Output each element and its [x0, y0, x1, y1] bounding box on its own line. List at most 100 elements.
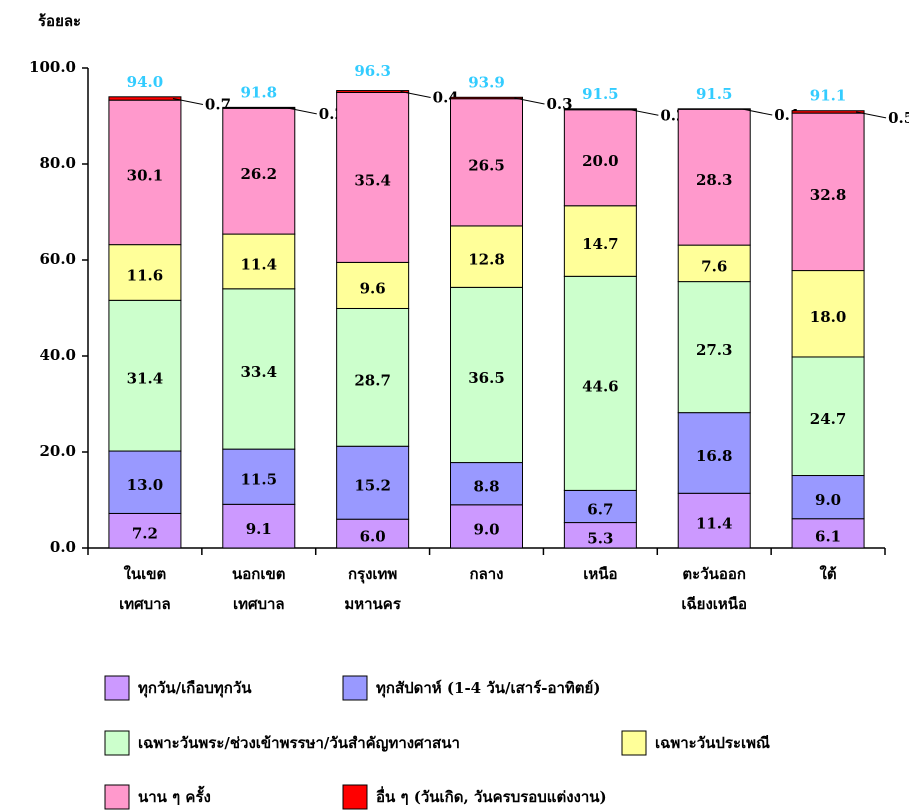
value-label: 24.7	[810, 410, 847, 428]
y-axis-label: ร้อยละ	[38, 12, 81, 30]
value-label: 13.0	[127, 476, 164, 494]
bar-segment	[677, 412, 751, 494]
value-label: 11.6	[127, 266, 164, 284]
total-label: 91.5	[696, 85, 733, 103]
bar-segment	[222, 107, 296, 235]
value-label: 9.6	[360, 279, 386, 297]
value-label: 11.4	[696, 515, 733, 533]
bar-segment	[450, 504, 523, 549]
legend-swatch	[104, 730, 130, 756]
x-tick-label: กรุงเทพมหานคร	[344, 565, 401, 613]
value-label: 36.5	[468, 369, 505, 387]
value-label: 32.8	[810, 186, 847, 204]
total-label: 96.3	[354, 62, 391, 80]
x-tick-label-line: เฉียงเหนือ	[681, 595, 747, 613]
bar-segment	[336, 518, 410, 549]
leader-line	[400, 91, 431, 99]
legend-label: ทุกวัน/เกือบทุกวัน	[138, 679, 252, 698]
bar-segment	[222, 288, 296, 450]
x-tick-label-line: กรุงเทพ	[348, 565, 397, 584]
legend-label: นาน ๆ ครั้ง	[138, 785, 211, 806]
value-label: 33.4	[241, 363, 278, 381]
value-label: 28.3	[696, 171, 733, 189]
value-label: 7.6	[701, 257, 727, 275]
x-tick-label-line: ในเขต	[124, 565, 167, 583]
x-tick-label: เหนือ	[583, 565, 617, 583]
bar-segment	[108, 512, 182, 549]
legend-label: เฉพาะวันประเพณี	[655, 734, 770, 752]
value-label: 44.6	[582, 377, 619, 395]
value-label: 12.8	[468, 251, 505, 269]
bar-segment	[336, 91, 410, 263]
bar-segment	[336, 261, 410, 309]
y-tick-label: 0.0	[50, 538, 76, 556]
value-label: 26.2	[241, 165, 278, 183]
bar-segment	[450, 98, 523, 227]
bar-segment	[791, 475, 865, 520]
bar-segment	[222, 503, 296, 549]
value-label: 9.1	[246, 520, 272, 538]
value-label: 6.7	[587, 500, 613, 518]
bar-segment	[222, 106, 296, 109]
total-label: 94.0	[127, 73, 164, 91]
legend-swatch	[342, 675, 368, 701]
x-tick-label-line: ตะวันออก	[682, 565, 746, 583]
value-label: 30.1	[127, 166, 164, 184]
value-label: 9.0	[473, 520, 499, 538]
bar-segment	[563, 108, 637, 111]
y-tick-label: 20.0	[39, 442, 76, 460]
bar-segment	[108, 244, 182, 301]
bar-segment	[791, 356, 865, 477]
legend-swatch	[621, 730, 647, 756]
x-tick-label: ในเขตเทศบาล	[119, 565, 171, 613]
value-label: 11.5	[241, 471, 278, 489]
total-label: 91.8	[241, 83, 278, 101]
total-label: 91.1	[810, 87, 847, 105]
leader-line	[286, 107, 317, 115]
value-label: 5.3	[587, 529, 613, 547]
value-label: 11.4	[241, 255, 278, 273]
total-label: 91.5	[582, 85, 619, 103]
bar-segment	[108, 96, 182, 101]
y-tick-label: 100.0	[29, 58, 76, 76]
x-tick-label-line: กลาง	[469, 565, 503, 583]
bar-segment	[677, 492, 751, 549]
x-tick-label-line: ใต้	[820, 565, 837, 583]
legend-swatch	[342, 784, 368, 810]
value-label: 14.7	[582, 235, 619, 253]
x-tick-label-line: มหานคร	[344, 595, 401, 613]
bar-segment	[108, 450, 182, 514]
bar-segment	[791, 112, 865, 272]
bar-segment	[450, 96, 523, 100]
legend-swatch	[104, 784, 130, 810]
bar-segment	[336, 90, 410, 93]
x-tick-label: กลาง	[469, 565, 503, 583]
legend-label: เฉพาะวันพระ/ช่วงเข้าพรรษา/วันสำคัญทางศาส…	[138, 734, 460, 752]
legend-label: ทุกสัปดาห์ (1-4 วัน/เสาร์-อาทิตย์)	[376, 679, 600, 698]
value-label: 0.5	[888, 109, 909, 127]
bar-segment	[336, 307, 410, 447]
value-label: 7.2	[132, 525, 158, 543]
bar-segment	[563, 109, 637, 207]
bar-segment	[563, 522, 637, 549]
value-label: 31.4	[127, 370, 164, 388]
value-label: 9.0	[815, 491, 841, 509]
y-tick-label: 60.0	[39, 250, 76, 268]
bar-segment	[677, 108, 751, 246]
total-label: 93.9	[468, 73, 505, 91]
x-tick-label: นอกเขตเทศบาล	[232, 565, 285, 613]
x-tick-label-line: เทศบาล	[233, 595, 285, 613]
x-tick-label: ใต้	[820, 565, 837, 583]
bar-segment	[108, 299, 182, 452]
leader-line	[855, 111, 887, 119]
y-tick-label: 40.0	[39, 346, 76, 364]
x-tick-label-line: นอกเขต	[232, 565, 285, 583]
bar-segment	[563, 489, 637, 524]
value-label: 15.2	[354, 477, 391, 495]
value-label: 18.0	[810, 308, 847, 326]
leader-line	[514, 97, 545, 105]
y-tick-label: 80.0	[39, 154, 76, 172]
legend-swatch	[104, 675, 130, 701]
leader-line	[172, 97, 204, 105]
